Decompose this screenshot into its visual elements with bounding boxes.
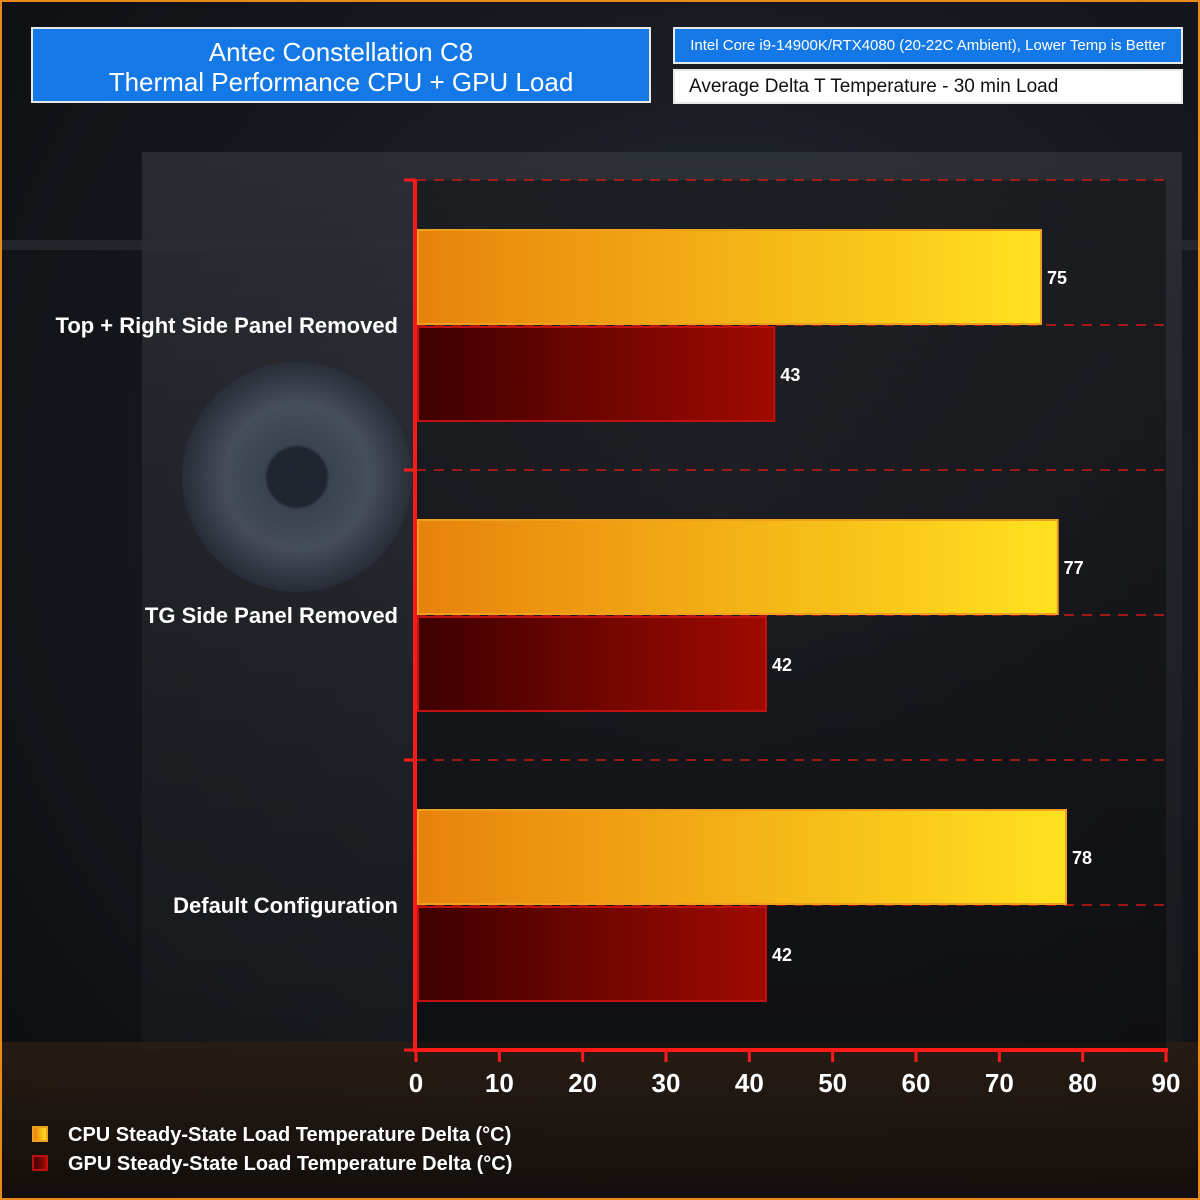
legend-label-gpu: GPU Steady-State Load Temperature Delta … xyxy=(68,1153,513,1175)
x-tick-label: 20 xyxy=(568,1068,597,1098)
legend-label-cpu: CPU Steady-State Load Temperature Delta … xyxy=(68,1124,512,1146)
legend-item-cpu: CPU Steady-State Load Temperature Delta … xyxy=(32,1124,511,1147)
x-tick-label: 50 xyxy=(818,1068,847,1098)
chart-title-line2: Thermal Performance CPU + GPU Load xyxy=(108,67,574,97)
x-tick-label: 60 xyxy=(902,1068,931,1098)
bar-gpu xyxy=(417,906,767,1002)
category-label: TG Side Panel Removed xyxy=(145,603,398,628)
x-tick-label: 40 xyxy=(735,1068,764,1098)
chart-subtitle: Average Delta T Temperature - 30 min Loa… xyxy=(673,69,1183,104)
data-label-cpu: 75 xyxy=(1047,268,1067,288)
background-floor xyxy=(2,1042,1198,1198)
category-label: Default Configuration xyxy=(173,893,398,918)
legend-swatch-gpu xyxy=(32,1155,48,1171)
data-label-cpu: 77 xyxy=(1064,558,1084,578)
data-label-gpu: 42 xyxy=(772,945,792,965)
x-tick-label: 90 xyxy=(1152,1068,1181,1098)
data-label-gpu: 42 xyxy=(772,655,792,675)
x-tick-label: 0 xyxy=(409,1068,423,1098)
bar-gpu xyxy=(417,616,767,712)
background-fan xyxy=(182,362,412,592)
test-info-label: Intel Core i9-14900K/RTX4080 (20-22C Amb… xyxy=(673,27,1183,64)
data-label-cpu: 78 xyxy=(1072,848,1092,868)
bar-gpu xyxy=(417,326,776,422)
category-label: Top + Right Side Panel Removed xyxy=(56,313,398,338)
x-tick-label: 10 xyxy=(485,1068,514,1098)
bar-cpu xyxy=(417,229,1042,325)
data-label-gpu: 43 xyxy=(780,365,800,385)
chart-title-line1: Antec Constellation C8 xyxy=(208,37,474,67)
bar-cpu xyxy=(417,519,1059,615)
x-tick-label: 70 xyxy=(985,1068,1014,1098)
bar-cpu xyxy=(417,809,1067,905)
chart-title: Antec Constellation C8 Thermal Performan… xyxy=(31,27,651,103)
x-tick-label: 30 xyxy=(652,1068,681,1098)
legend-item-gpu: GPU Steady-State Load Temperature Delta … xyxy=(32,1153,512,1176)
x-tick-label: 80 xyxy=(1068,1068,1097,1098)
legend-swatch-cpu xyxy=(32,1126,48,1142)
